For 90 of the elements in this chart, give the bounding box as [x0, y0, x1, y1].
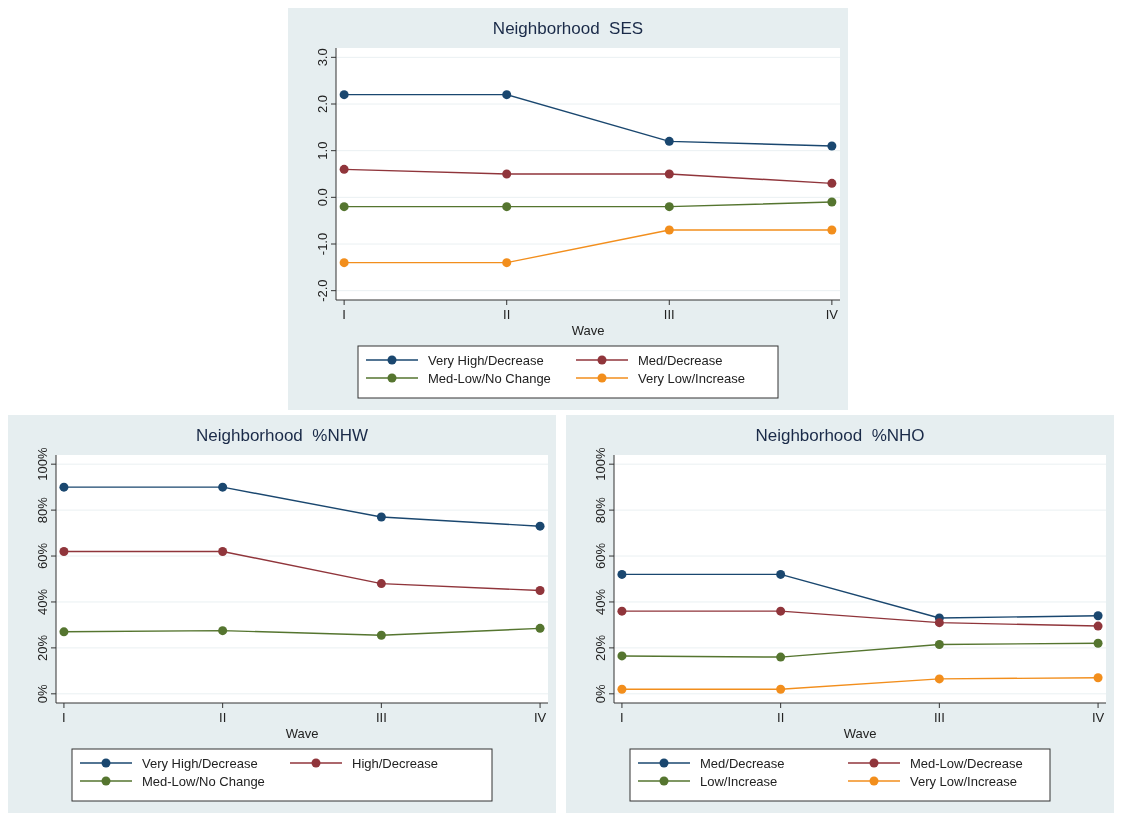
- legend-label: Med-Low/No Change: [142, 773, 265, 789]
- point: [218, 546, 228, 556]
- point: [664, 136, 674, 146]
- point: [59, 627, 69, 637]
- point: [1093, 638, 1103, 648]
- point: [617, 569, 627, 579]
- point: [535, 623, 545, 633]
- point: [664, 169, 674, 179]
- legend-label: Very Low/Increase: [638, 370, 745, 386]
- point: [339, 202, 349, 212]
- legend-label: Med-Low/Decrease: [910, 755, 1023, 771]
- x-axis-title: Wave: [571, 323, 605, 338]
- y-tick-label: 80%: [35, 496, 50, 524]
- x-tick-label: I: [62, 710, 66, 725]
- point: [218, 482, 228, 492]
- point: [776, 684, 786, 694]
- point: [502, 169, 512, 179]
- point: [934, 618, 944, 628]
- point: [376, 630, 386, 640]
- point: [502, 258, 512, 268]
- y-tick-label: 80%: [593, 496, 608, 524]
- point: [664, 202, 674, 212]
- x-tick-label: IV: [1091, 710, 1105, 725]
- x-axis-title: Wave: [843, 726, 877, 741]
- point: [617, 684, 627, 694]
- y-tick-label: 3.0: [315, 48, 330, 67]
- point: [535, 521, 545, 531]
- legend-label: Very Low/Increase: [910, 773, 1017, 789]
- y-tick-label: 100%: [35, 447, 50, 481]
- point: [502, 90, 512, 100]
- x-tick-label: II: [777, 710, 785, 725]
- point: [339, 90, 349, 100]
- point: [339, 258, 349, 268]
- y-tick-label: 0%: [35, 683, 50, 704]
- point: [827, 178, 837, 188]
- point: [376, 512, 386, 522]
- legend-label: Med/Decrease: [638, 352, 723, 368]
- chart-title: Neighborhood %NHO: [755, 426, 925, 445]
- point: [339, 164, 349, 174]
- x-axis-title: Wave: [285, 726, 319, 741]
- point: [617, 651, 627, 661]
- y-tick-label: 2.0: [315, 94, 330, 114]
- x-tick-label: II: [503, 307, 511, 322]
- point: [827, 225, 837, 235]
- point: [934, 674, 944, 684]
- x-tick-label: II: [219, 710, 227, 725]
- legend-label: Low/Increase: [700, 773, 778, 789]
- point: [535, 585, 545, 595]
- chart-title: Neighborhood SES: [492, 19, 644, 38]
- point: [1093, 611, 1103, 621]
- x-tick-label: III: [933, 710, 945, 725]
- y-tick-label: -2.0: [315, 279, 330, 302]
- legend-label: High/Decrease: [352, 755, 438, 771]
- y-tick-label: 0%: [593, 683, 608, 704]
- x-tick-label: IV: [533, 710, 547, 725]
- y-tick-label: 60%: [35, 542, 50, 570]
- y-tick-label: 20%: [593, 634, 608, 661]
- legend-label: Very High/Decrease: [142, 755, 258, 771]
- point: [59, 482, 69, 492]
- x-tick-label: III: [375, 710, 387, 725]
- point: [934, 639, 944, 649]
- chart-title: Neighborhood %NHW: [196, 426, 368, 445]
- point: [218, 626, 228, 636]
- legend-label: Very High/Decrease: [428, 352, 544, 368]
- point: [776, 569, 786, 579]
- point: [827, 141, 837, 151]
- y-tick-label: 0.0: [315, 188, 330, 207]
- y-tick-label: 60%: [593, 542, 608, 570]
- y-tick-label: 40%: [593, 588, 608, 615]
- x-tick-label: IV: [825, 307, 839, 322]
- legend-label: Med/Decrease: [700, 755, 785, 771]
- point: [827, 197, 837, 207]
- y-tick-label: -1.0: [315, 232, 330, 256]
- y-tick-label: 1.0: [315, 141, 330, 160]
- point: [59, 546, 69, 556]
- y-tick-label: 100%: [593, 447, 608, 481]
- y-tick-label: 40%: [35, 588, 50, 615]
- legend-label: Med-Low/No Change: [428, 370, 551, 386]
- point: [776, 606, 786, 616]
- point: [1093, 673, 1103, 683]
- point: [776, 652, 786, 662]
- x-tick-label: III: [663, 307, 675, 322]
- y-tick-label: 20%: [35, 634, 50, 661]
- point: [664, 225, 674, 235]
- point: [502, 202, 512, 212]
- point: [1093, 621, 1103, 631]
- point: [376, 579, 386, 589]
- point: [617, 606, 627, 616]
- x-tick-label: I: [342, 307, 346, 322]
- x-tick-label: I: [620, 710, 624, 725]
